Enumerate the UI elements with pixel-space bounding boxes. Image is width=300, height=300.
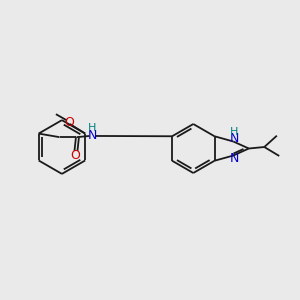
Text: O: O [64, 116, 74, 129]
Text: O: O [71, 149, 81, 162]
Text: H: H [230, 127, 238, 137]
Text: N: N [229, 132, 239, 145]
Text: N: N [229, 152, 239, 165]
Text: N: N [88, 130, 97, 142]
Text: H: H [88, 123, 97, 133]
